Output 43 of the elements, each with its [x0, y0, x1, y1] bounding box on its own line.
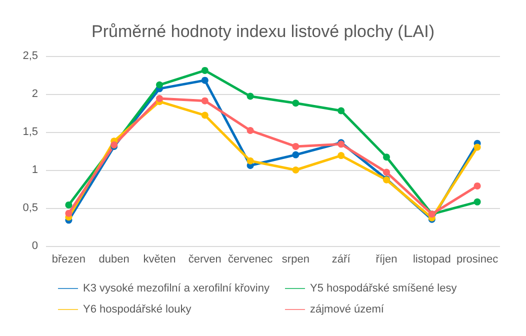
point — [65, 210, 72, 217]
point — [338, 152, 345, 160]
point — [201, 112, 208, 119]
x-tick-label: červen — [188, 254, 222, 266]
point — [246, 157, 254, 164]
x-tick-label: červenec — [228, 254, 274, 266]
point — [292, 142, 300, 150]
legend-label: K3 vysoké mezofilní a xerofilní křoviny — [83, 282, 270, 294]
y-tick-label: 1 — [32, 164, 38, 176]
x-tick-label: říjen — [376, 254, 398, 266]
x-tick-label: září — [332, 254, 352, 266]
legend-label: zájmové území — [310, 304, 385, 316]
y-tick-label: 0 — [32, 240, 38, 252]
point — [292, 151, 300, 158]
point — [156, 95, 163, 102]
x-tick-label: listopad — [412, 254, 451, 266]
point — [383, 168, 390, 176]
x-tick-label: duben — [98, 254, 130, 266]
x-tick-label: prosinec — [456, 254, 499, 266]
legend-label: Y6 hospodářské louky — [83, 304, 192, 316]
y-tick-label: 2,5 — [22, 50, 38, 62]
point — [474, 182, 481, 190]
y-tick-label: 1,5 — [22, 126, 38, 138]
x-tick-label: květen — [143, 254, 176, 266]
legend-label: Y5 hospodářské smíšené lesy — [310, 282, 458, 294]
point — [201, 76, 208, 84]
point — [201, 97, 208, 104]
point — [383, 154, 390, 161]
point — [338, 107, 345, 114]
chart-title: Průměrné hodnoty indexu listové plochy (LAI) — [91, 22, 435, 41]
point — [246, 92, 254, 100]
point — [65, 201, 72, 208]
point — [156, 81, 163, 88]
y-tick-label: 2 — [32, 88, 38, 100]
point — [474, 198, 481, 206]
point — [246, 126, 254, 134]
x-tick-label: srpen — [282, 254, 310, 266]
point — [201, 66, 208, 74]
x-tick-label: březen — [52, 254, 86, 266]
point — [292, 166, 300, 174]
point — [292, 100, 300, 107]
y-tick-label: 0,5 — [22, 202, 38, 214]
point — [474, 144, 481, 151]
